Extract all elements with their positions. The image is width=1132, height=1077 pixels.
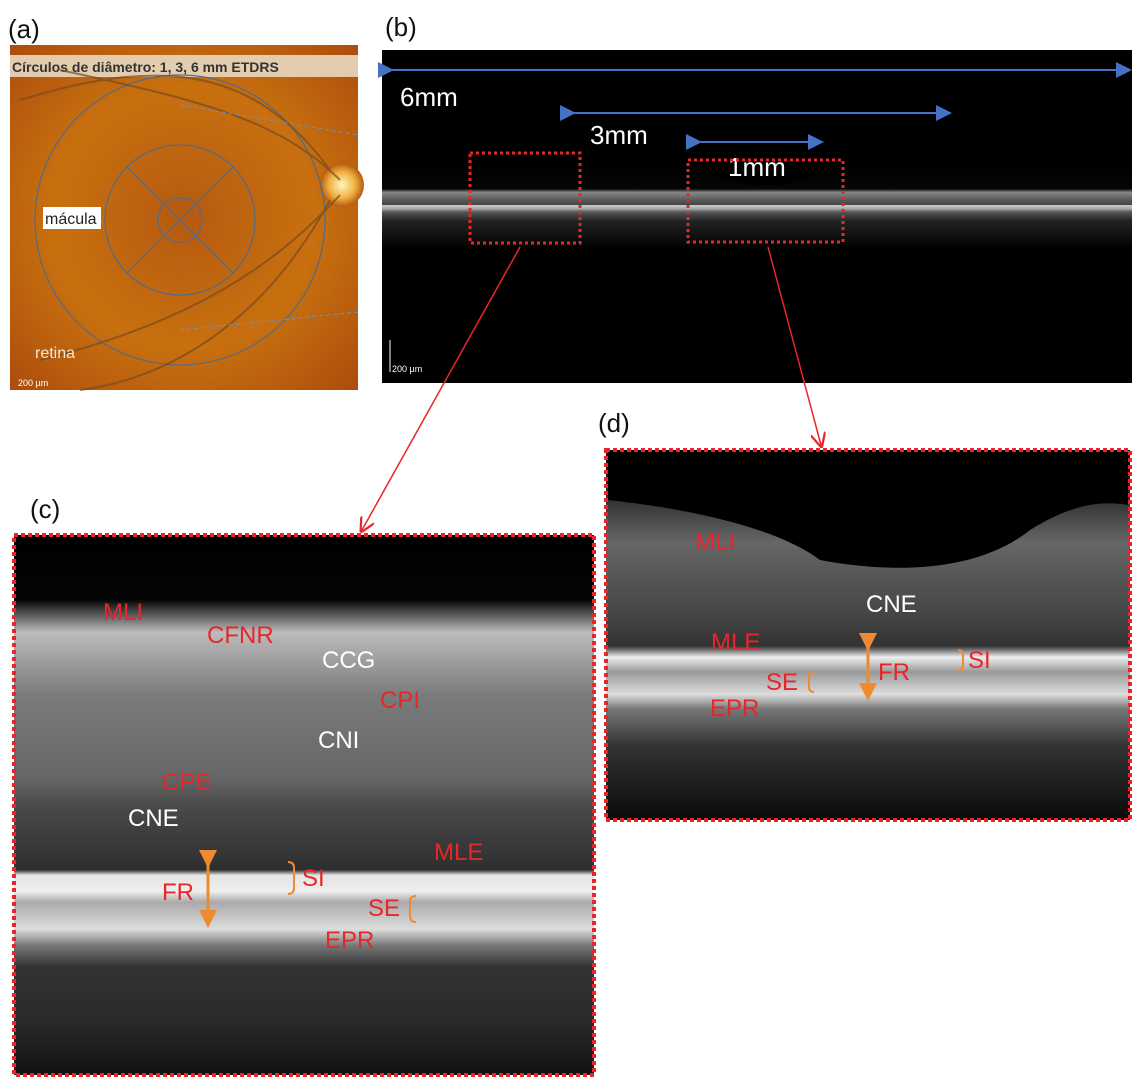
layer-label: MLI	[695, 529, 735, 556]
layer-label: SI	[968, 647, 991, 674]
layer-label: CNI	[318, 727, 359, 754]
layer-label: MLE	[711, 629, 760, 656]
retina-label: retina	[35, 345, 75, 362]
fundus-header: Círculos de diâmetro: 1, 3, 6 mm ETDRS	[12, 59, 279, 75]
layer-label: FR	[162, 879, 194, 906]
layer-label: EPR	[325, 927, 374, 954]
layer-label: SI	[302, 865, 325, 892]
layer-label: SE	[766, 669, 798, 696]
layer-label: CNE	[128, 805, 179, 832]
layer-label: CPE	[162, 769, 211, 796]
layer-label: FR	[878, 659, 910, 686]
layer-label: MLE	[434, 839, 483, 866]
layer-label: CPI	[380, 687, 420, 714]
layer-label: CCG	[322, 647, 375, 674]
figure: (a) Círculos de diâmetro: 1, 3, 6 mm ETD…	[0, 0, 1132, 1077]
scale-label: 200 µm	[392, 364, 422, 374]
layer-label: CFNR	[207, 622, 274, 649]
layer-label: SE	[368, 895, 400, 922]
oct-zoom-c	[14, 535, 594, 1075]
measure-label: 1mm	[728, 152, 786, 182]
scale-label: 200 µm	[18, 378, 48, 388]
panel-label: (c)	[30, 494, 60, 524]
panel-label: (d)	[598, 408, 630, 438]
layer-label: CNE	[866, 591, 917, 618]
layer-label: MLI	[103, 599, 143, 626]
macula-label: mácula	[45, 211, 97, 228]
measure-label: 6mm	[400, 82, 458, 112]
layer-label: EPR	[710, 695, 759, 722]
panel-label: (b)	[385, 12, 417, 42]
panel-label: (a)	[8, 14, 40, 44]
optic-disc	[320, 163, 364, 207]
measure-label: 3mm	[590, 120, 648, 150]
